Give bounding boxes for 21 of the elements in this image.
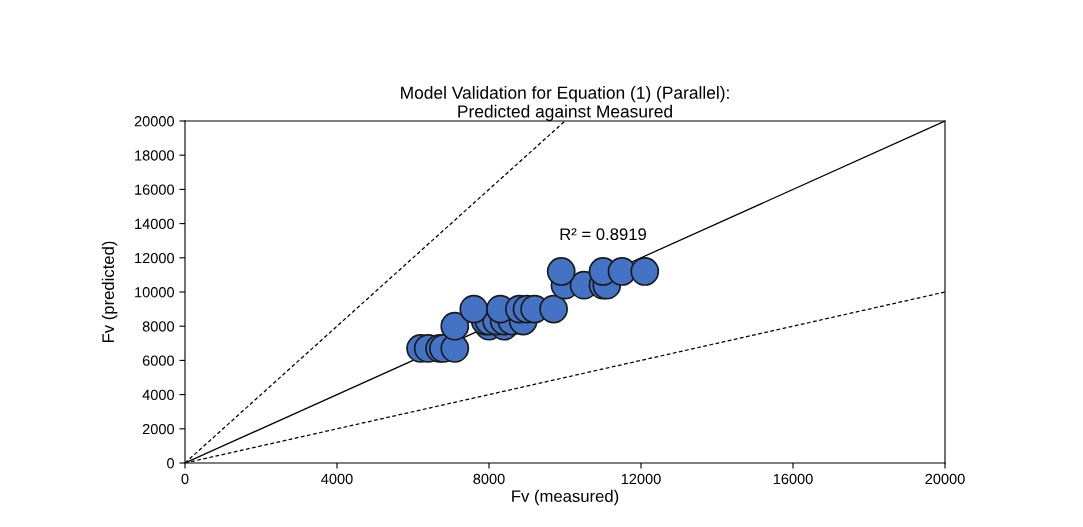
y-axis-title: Fv (predicted) (101, 241, 118, 343)
y-tick-label: 14000 (135, 218, 175, 230)
y-tick-label: 8000 (142, 321, 175, 332)
x-tick-label: 12000 (621, 473, 661, 485)
y-tick-label: 20000 (134, 116, 175, 127)
y-tick-label: 18000 (135, 150, 175, 161)
y-tick-label: 0 (167, 458, 175, 469)
x-axis-title: Fv (measured) (512, 489, 619, 506)
x-tick-label: 16000 (773, 473, 813, 485)
y-tick-label: 2000 (142, 423, 175, 435)
chart-title: Model Validation for Equation (1) (Parallel): Predicted against Measured (401, 86, 729, 121)
x-tick-label: 0 (181, 473, 189, 485)
x-tick-label: 4000 (321, 473, 353, 485)
x-tick-label: 8000 (473, 473, 505, 485)
y-tick-label: 4000 (142, 389, 175, 401)
y-tick-label: 6000 (142, 355, 175, 366)
x-tick-label: 20000 (925, 473, 965, 485)
annotation: R² = 0.8919 (560, 228, 646, 241)
y-tick-label: 16000 (135, 184, 175, 195)
y-tick-label: 12000 (135, 252, 175, 264)
y-tick-label: 10000 (135, 287, 175, 298)
